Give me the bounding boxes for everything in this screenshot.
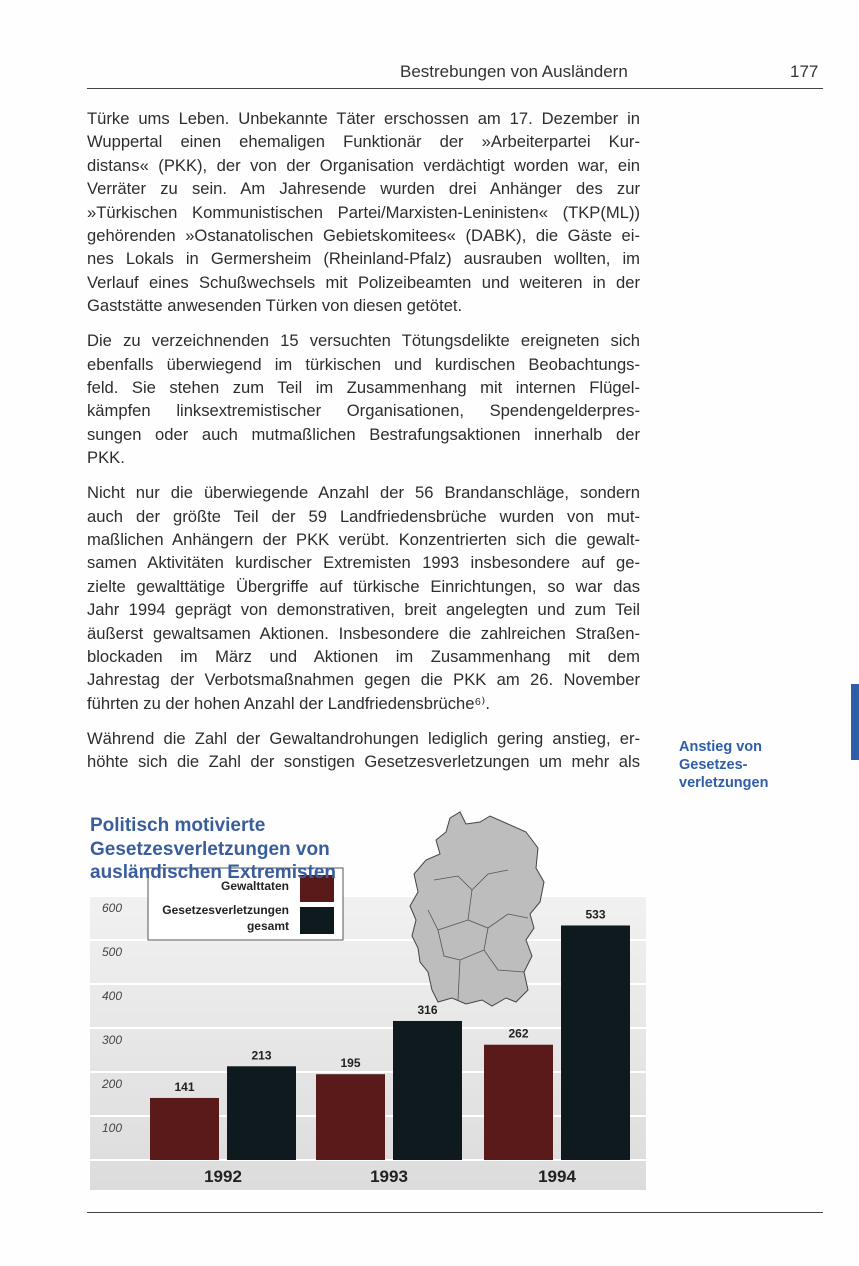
- text-line: Verlauf eines Schußwechsels mit Polizeib…: [87, 272, 640, 292]
- y-tick-label: 400: [102, 989, 122, 1003]
- text-line: Jahrestag der Verbotsmaßnahmen gegen die…: [87, 670, 640, 690]
- text-line: Türke ums Leben. Unbekannte Täter erscho…: [87, 109, 640, 128]
- paragraph: Nicht nur die überwiegende Anzahl der 56…: [87, 481, 640, 715]
- text-line: Wuppertal einen ehemaligen Funktionär de…: [87, 132, 640, 152]
- margin-note-line: Gesetzes-: [679, 757, 748, 773]
- data-label: 262: [508, 1027, 528, 1041]
- text-line: auch der größte Teil der 59 Landfriedens…: [87, 506, 640, 526]
- text-line: höhte sich die Zahl der sonstigen Gesetz…: [87, 752, 640, 772]
- bar-gewalttaten-1993: [316, 1074, 385, 1160]
- germany-map-icon: [409, 811, 545, 1007]
- page-number: 177: [790, 62, 819, 81]
- running-title: Bestrebungen von Ausländern: [400, 62, 628, 81]
- paragraph: Während die Zahl der Gewaltandrohungen l…: [87, 727, 640, 774]
- chart-title-line: Politisch motivierte: [90, 815, 266, 836]
- text-line: Jahr 1994 geprägt von demonstrativen, br…: [87, 600, 640, 620]
- paragraph: Die zu verzeichnenden 15 versuchten Tötu…: [87, 329, 640, 469]
- text-line: Die zu verzeichnenden 15 versuchten Tötu…: [87, 331, 640, 351]
- bar-gewalttaten-1992: [150, 1097, 219, 1160]
- text-line: Nicht nur die überwiegende Anzahl der 56…: [87, 483, 640, 503]
- data-label: 195: [340, 1056, 360, 1070]
- x-tick-label: 1992: [204, 1167, 242, 1186]
- x-tick-label: 1993: [370, 1167, 408, 1186]
- legend-swatch-gesamt: [300, 907, 334, 934]
- text-line: führten zu der hohen Anzahl der Landfrie…: [87, 693, 490, 713]
- bar-chart: 100 200 300 400 500 600 141 213 1992 195 316 1993 2…: [90, 811, 646, 1190]
- chapter-edge-marker: [851, 684, 859, 760]
- margin-note: Anstieg von Gesetzes- verletzungen: [679, 738, 768, 792]
- y-tick-label: 300: [102, 1033, 122, 1047]
- text-line: Verräter zu sein. Am Jahresende wurden d…: [87, 179, 640, 199]
- body-text: Türke ums Leben. Unbekannte Täter erscho…: [87, 107, 640, 785]
- bar-gesamt-1992: [227, 1066, 296, 1160]
- bar-gesamt-1994: [561, 925, 630, 1160]
- y-tick-label: 200: [101, 1077, 122, 1091]
- text-line: kämpfen linksextremistischer Organisatio…: [87, 401, 640, 421]
- legend-label-gewalttaten: Gewalttaten: [221, 879, 289, 893]
- chart-title-line: ausländischen Extremisten: [90, 862, 337, 883]
- footer-rule: [87, 1212, 823, 1213]
- text-line: feld. Sie stehen zum Teil im Zusammenhan…: [87, 377, 640, 397]
- margin-note-line: verletzungen: [679, 775, 769, 791]
- text-line: maßlichen Anhängern der PKK verübt. Konz…: [87, 529, 640, 549]
- data-label: 141: [174, 1080, 194, 1094]
- legend-swatch-gewalttaten: [300, 875, 334, 902]
- bar-gesamt-1993: [393, 1020, 462, 1160]
- data-label: 533: [585, 907, 605, 921]
- text-line: zielte gewalttätige Übergriffe auf türki…: [87, 576, 640, 596]
- text-line: nes Lokals in Germersheim (Rheinland-Pfa…: [87, 249, 640, 269]
- text-line: sungen oder auch mutmaßlichen Bestrafung…: [87, 424, 640, 444]
- legend-label-gesamt: Gesetzesverletzungen: [162, 903, 289, 917]
- text-line: blockaden im März und Aktionen im Zusamm…: [87, 646, 640, 666]
- margin-note-line: Anstieg von: [679, 739, 762, 755]
- text-line: gehörenden »Ostanatolischen Gebietskomit…: [87, 226, 640, 246]
- chart-legend: Gewalttaten Gesetzesverletzungen gesamt: [147, 867, 344, 941]
- chart-title: Politisch motivierte Gesetzesverletzunge…: [90, 814, 336, 885]
- text-line: distans« (PKK), der von der Organisation…: [87, 155, 640, 175]
- x-tick-label: 1994: [538, 1167, 576, 1186]
- y-tick-label: 600: [102, 901, 122, 915]
- paragraph: Türke ums Leben. Unbekannte Täter erscho…: [87, 107, 640, 318]
- chart-title-line: Gesetzesverletzungen von: [90, 838, 330, 860]
- legend-label-gesamt-line2: gesamt: [247, 919, 289, 933]
- data-label: 213: [251, 1048, 271, 1062]
- text-line: »Türkischen Kommunistischen Partei/Marxi…: [87, 202, 640, 222]
- text-line: ebenfalls überwiegend im türkischen und …: [87, 354, 640, 374]
- text-line: PKK.: [87, 448, 125, 468]
- y-tick-label: 500: [102, 945, 122, 959]
- text-line: Gaststätte anwesenden Türken von diesen …: [87, 296, 463, 316]
- bar-gewalttaten-1994: [484, 1044, 553, 1160]
- header-rule: [87, 88, 823, 89]
- text-line: Während die Zahl der Gewaltandrohungen l…: [87, 728, 640, 748]
- y-tick-label: 100: [102, 1121, 122, 1135]
- text-line: äußerst gewaltsamen Aktionen. Insbesonde…: [87, 623, 640, 643]
- data-label: 316: [417, 1003, 437, 1017]
- text-line: samen Aktivitäten kurdischer Extremisten…: [87, 553, 640, 573]
